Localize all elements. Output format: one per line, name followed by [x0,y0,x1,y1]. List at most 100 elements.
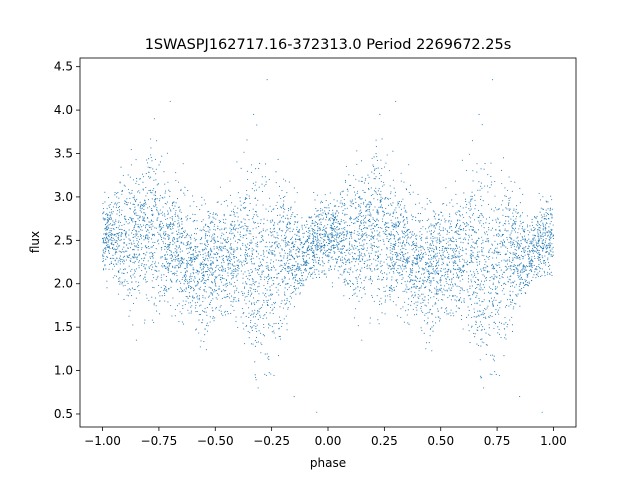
data-point [362,219,364,221]
data-point [400,251,402,253]
data-point [205,324,208,326]
data-point [284,242,286,244]
data-point [151,238,153,240]
data-point [278,294,280,296]
data-point [361,215,363,217]
data-point [135,245,137,247]
data-point [115,206,117,208]
data-point [321,214,323,217]
data-point [416,276,418,278]
data-point [211,220,213,222]
data-point [435,213,437,215]
data-point [180,291,182,293]
data-point [196,301,199,303]
data-point [263,323,265,326]
data-point [510,282,512,284]
data-point [181,250,183,252]
data-point [314,213,316,215]
data-point [396,315,398,317]
data-point [539,211,541,213]
data-point [468,208,470,210]
data-point [394,244,396,246]
data-point [129,292,131,294]
data-point [169,209,171,211]
data-point [450,309,452,311]
data-point [510,244,512,247]
data-point [103,269,105,271]
data-point [469,294,471,297]
data-point [503,323,505,325]
data-point [196,269,198,271]
data-point [146,159,148,161]
data-point [408,242,410,244]
data-point [149,226,151,229]
data-point [375,167,377,169]
data-point [373,245,375,247]
data-point [284,287,286,289]
data-point [204,282,207,284]
data-point [433,277,435,279]
data-point [470,250,472,252]
data-point [414,294,416,296]
data-point [208,231,210,233]
data-point [482,284,484,286]
data-point [463,216,465,218]
data-point [420,246,422,248]
data-point [107,246,109,248]
data-point [168,238,170,240]
data-point [119,181,121,183]
data-point [438,264,440,266]
data-point [254,340,256,342]
data-point [277,283,279,286]
data-point [496,304,499,306]
data-point [515,240,517,242]
data-point [242,244,244,246]
data-point [467,324,469,326]
data-point [358,180,360,182]
data-point [314,229,316,231]
data-point [412,262,414,264]
data-point [378,193,381,195]
data-point [232,276,234,278]
data-point [442,294,444,296]
data-point [213,233,215,235]
data-point [479,283,481,285]
data-point [306,262,309,264]
data-point [424,272,426,274]
data-point [258,300,260,302]
data-point [160,286,162,288]
data-point [192,297,194,299]
data-point [501,234,504,236]
data-point [521,270,523,272]
data-point [421,256,423,258]
data-point [137,249,139,251]
data-point [362,189,364,192]
data-point [483,342,485,344]
data-point [412,260,414,262]
data-point [514,222,516,224]
data-point [476,287,478,289]
data-point [118,271,120,274]
data-point [363,262,365,265]
data-point [357,216,359,218]
data-point [480,195,482,197]
data-point [249,274,251,276]
data-point [119,260,122,262]
data-point [335,258,337,260]
data-point [519,270,522,272]
data-point [297,265,299,267]
data-point [108,249,110,252]
data-point [163,237,165,239]
data-point [150,246,152,248]
data-point [467,242,469,244]
data-point [331,237,333,239]
data-point [129,310,131,312]
data-point [178,267,180,269]
data-point [498,229,500,232]
data-point [443,268,445,270]
data-point [131,218,133,220]
data-point [538,226,540,229]
data-point [142,278,145,280]
data-point [158,270,160,272]
data-point [490,354,492,356]
